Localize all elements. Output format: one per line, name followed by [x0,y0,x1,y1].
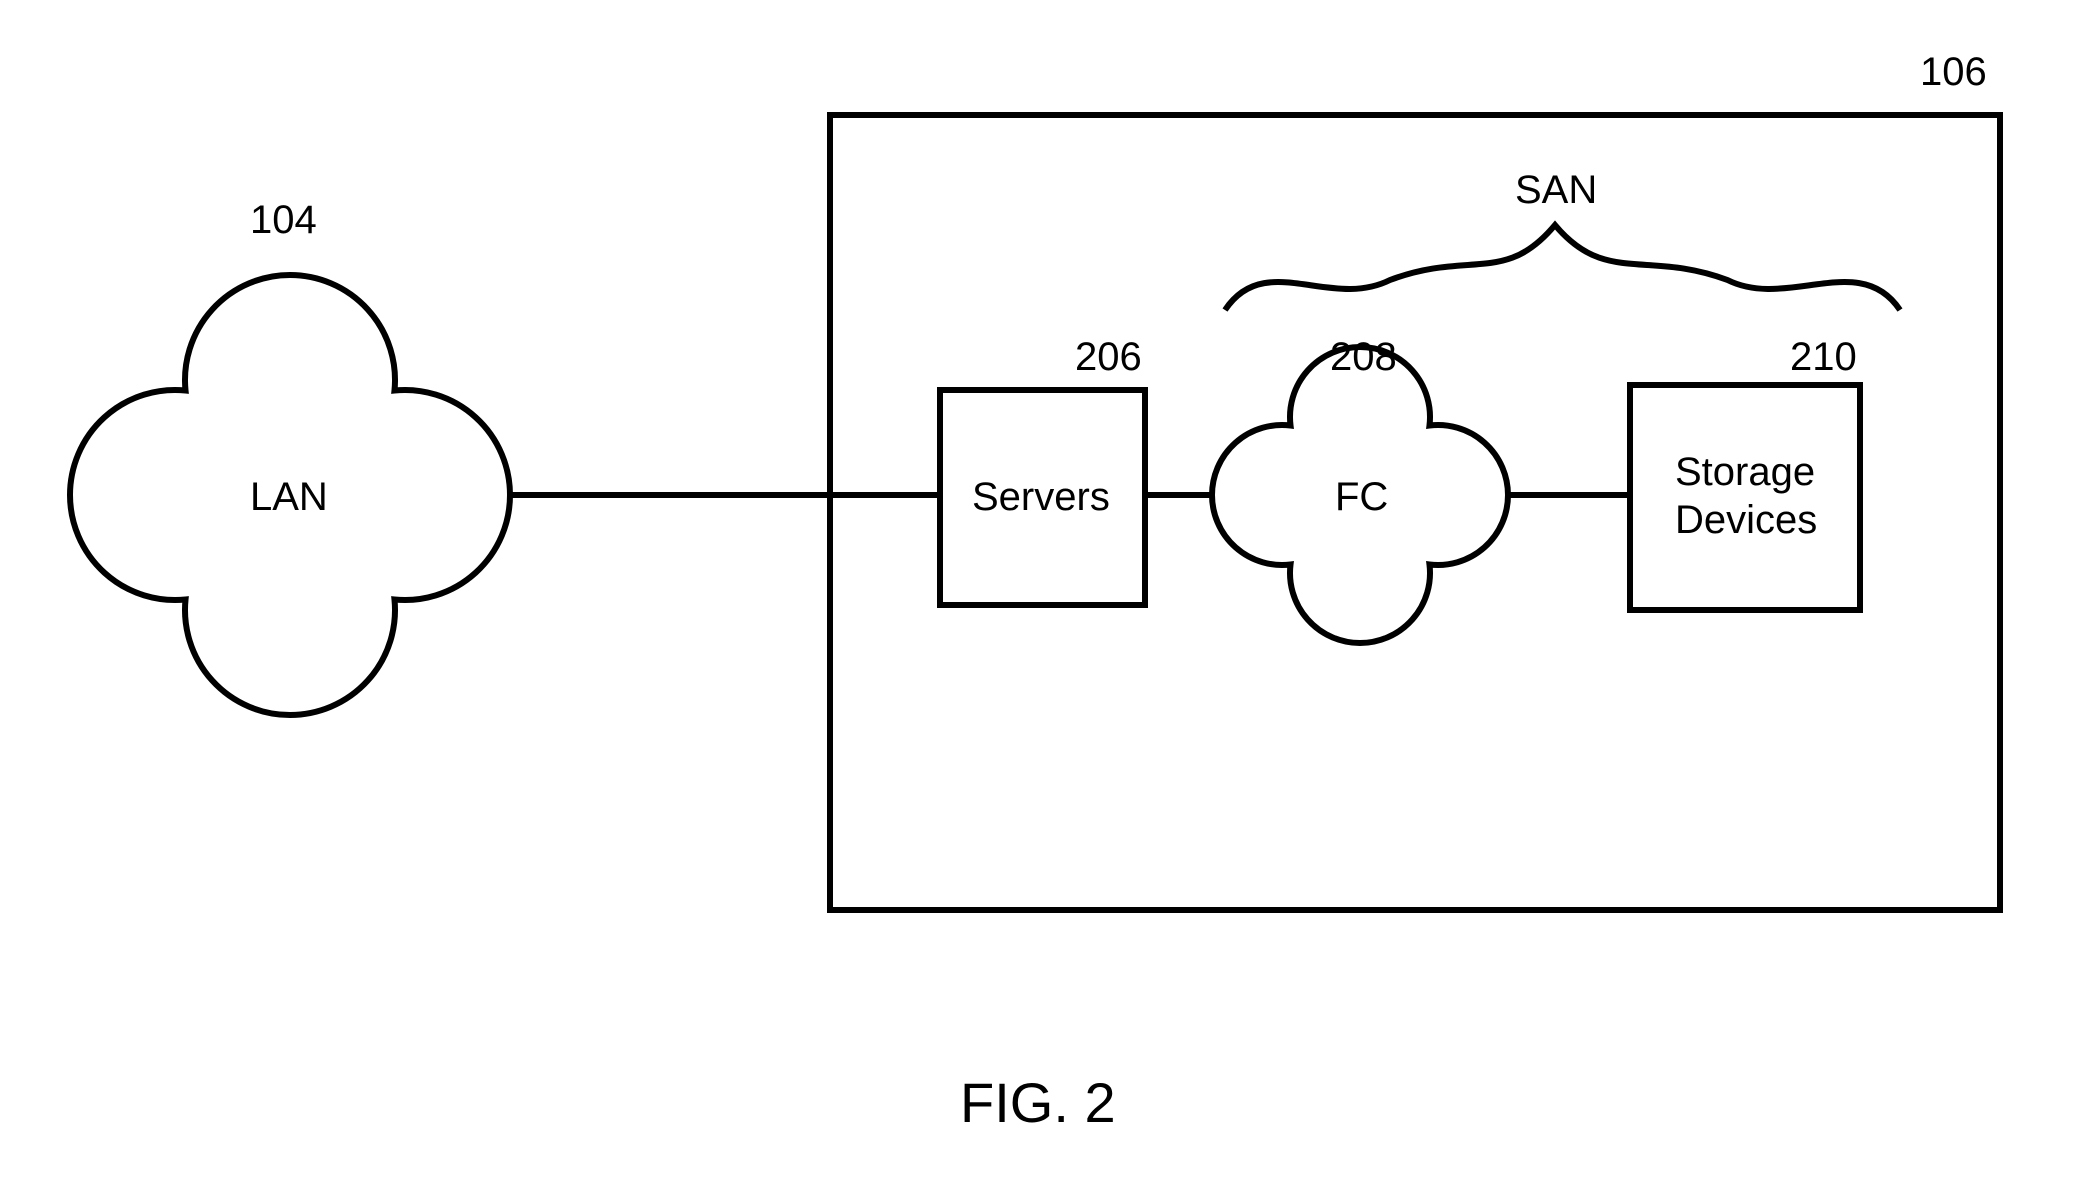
servers-label: Servers [972,475,1110,520]
container-ref-label: 106 [1920,50,1987,95]
san-label: SAN [1515,168,1597,213]
fc-ref-label: 208 [1330,335,1397,380]
storage-ref-label: 210 [1790,335,1857,380]
storage-label-line2: Devices [1675,498,1817,543]
san-brace [1225,225,1900,310]
servers-ref-label: 206 [1075,335,1142,380]
lan-label: LAN [250,475,328,520]
fc-label: FC [1335,475,1388,520]
lan-ref-label: 104 [250,198,317,243]
storage-label-line1: Storage [1675,450,1815,495]
figure-svg [0,0,2096,1191]
figure-caption: FIG. 2 [960,1070,1116,1135]
